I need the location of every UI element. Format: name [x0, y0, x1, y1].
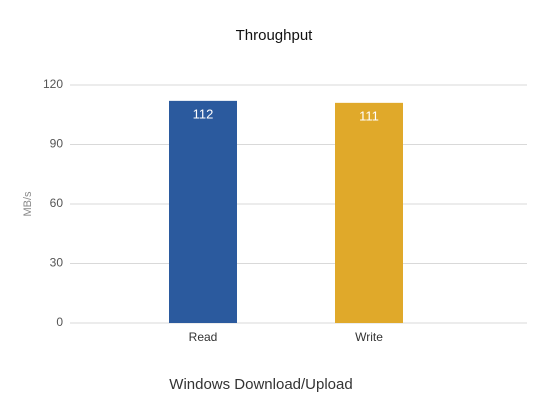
y-tick-label: 0 — [56, 315, 63, 329]
y-tick-label: 30 — [50, 256, 64, 270]
x-axis-title: Windows Download/Upload — [169, 376, 352, 393]
y-tick-label: 90 — [50, 137, 64, 151]
bar — [335, 102, 403, 323]
y-tick-label: 60 — [50, 196, 64, 210]
chart-title: Throughput — [236, 27, 314, 44]
data-label: 111 — [359, 108, 379, 123]
x-tick-label: Read — [189, 330, 218, 344]
y-tick-label: 120 — [43, 77, 63, 91]
data-label: 112 — [193, 106, 214, 121]
y-axis-title: MB/s — [22, 191, 34, 217]
x-tick-label: Write — [355, 330, 383, 344]
bar — [169, 100, 237, 323]
